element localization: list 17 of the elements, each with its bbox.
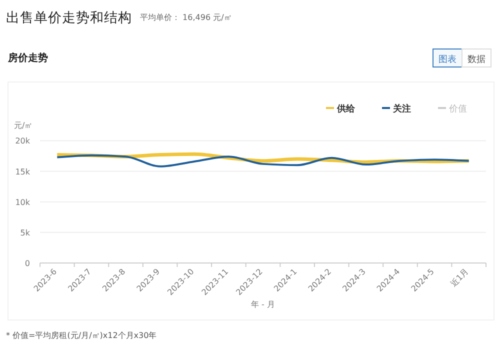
text: 数据	[468, 54, 486, 65]
legend-label: 供给	[336, 104, 356, 114]
y-tick-label: 5k	[20, 228, 30, 238]
text: * 价值=平均房租(元/月/㎡)x12个月x30年	[6, 331, 157, 340]
chart-subtitle: 平均单价： 16,496 元/㎡	[140, 13, 232, 22]
chart-title: 出售单价走势和结构	[6, 10, 132, 26]
text: 图表	[438, 54, 456, 65]
legend-label: 关注	[392, 104, 411, 114]
y-axis-title: 元/㎡	[14, 121, 33, 130]
text: 房价走势	[7, 52, 48, 64]
legend-label: 价值	[448, 104, 467, 114]
y-tick-label: 15k	[15, 167, 30, 176]
x-tick-label: 近1月	[448, 267, 470, 288]
x-axis-title: 年 - 月	[251, 300, 275, 309]
y-tick-label: 10k	[15, 198, 30, 207]
y-tick-label: 0	[24, 259, 30, 268]
y-tick-label: 20k	[15, 136, 30, 146]
